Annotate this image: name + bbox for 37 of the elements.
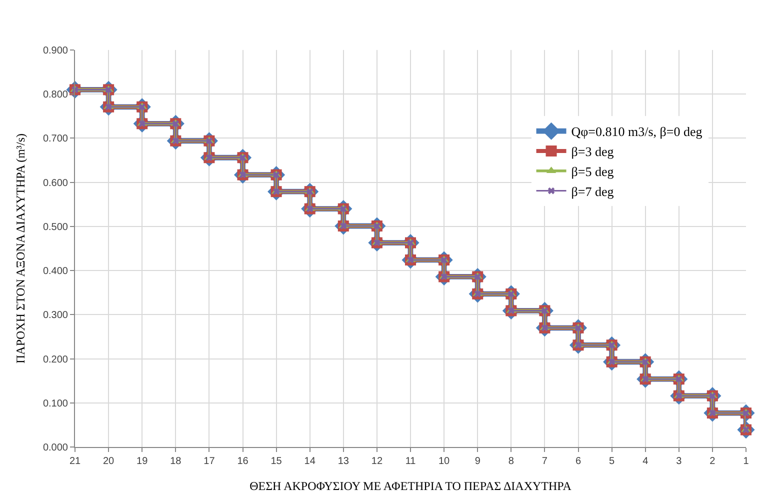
y-tick-label: 0.900 bbox=[42, 46, 68, 56]
x-tick-label: 12 bbox=[371, 456, 383, 467]
x-tick-label: 17 bbox=[204, 456, 216, 467]
legend-label: β=7 deg bbox=[571, 184, 614, 199]
y-tick-label: 0.100 bbox=[42, 398, 68, 410]
x-tick-label: 6 bbox=[575, 456, 582, 467]
y-tick-label: 0.200 bbox=[42, 354, 68, 366]
x-tick-label: 1 bbox=[743, 456, 750, 467]
legend-label: β=3 deg bbox=[571, 144, 614, 160]
x-tick-label: 16 bbox=[237, 456, 249, 467]
y-tick-label: 0.700 bbox=[42, 134, 68, 145]
x-axis-title: ΘΕΣΗ ΑΚΡΟΦΥΣΙΟΥ ΜΕ ΑΦΕΤΗΡΙΑ ΤΟ ΠΕΡΑΣ ΔΙΑΧΥΤΗΡΑ bbox=[250, 478, 572, 493]
y-tick-label: 0.600 bbox=[42, 178, 68, 189]
y-tick-label: 0.400 bbox=[42, 266, 68, 278]
x-tick-label: 4 bbox=[642, 456, 649, 467]
x-tick-label: 18 bbox=[170, 456, 182, 467]
x-tick-label: 2 bbox=[710, 456, 716, 467]
x-tick-label: 9 bbox=[474, 456, 481, 467]
x-tick-label: 21 bbox=[69, 456, 81, 467]
y-tick-label: 0.500 bbox=[42, 222, 68, 233]
y-tick-label: 0.800 bbox=[42, 90, 68, 101]
y-axis-title: ΠΑΡΟΧΗ ΣΤΟΝ ΑΞΟΝΑ ΔΙΑΧΥΤΗΡΑ (m³/s) bbox=[13, 133, 28, 364]
y-tick-label: 0.300 bbox=[42, 310, 68, 322]
x-tick-label: 15 bbox=[270, 456, 282, 467]
x-tick-label: 20 bbox=[102, 456, 115, 467]
x-tick-label: 7 bbox=[542, 456, 548, 467]
x-tick-label: 11 bbox=[405, 456, 416, 467]
x-tick-label: 13 bbox=[338, 456, 350, 467]
legend-label: β=5 deg bbox=[571, 164, 614, 179]
x-tick-label: 5 bbox=[609, 456, 616, 467]
x-tick-label: 8 bbox=[508, 456, 514, 467]
x-tick-label: 19 bbox=[136, 456, 148, 467]
x-tick-label: 3 bbox=[676, 456, 682, 467]
legend-label: Qφ=0.810 m3/s, β=0 deg bbox=[571, 124, 703, 140]
x-tick-label: 14 bbox=[304, 456, 316, 467]
y-tick-label: 0.000 bbox=[42, 442, 68, 454]
x-tick-label: 10 bbox=[438, 456, 450, 467]
